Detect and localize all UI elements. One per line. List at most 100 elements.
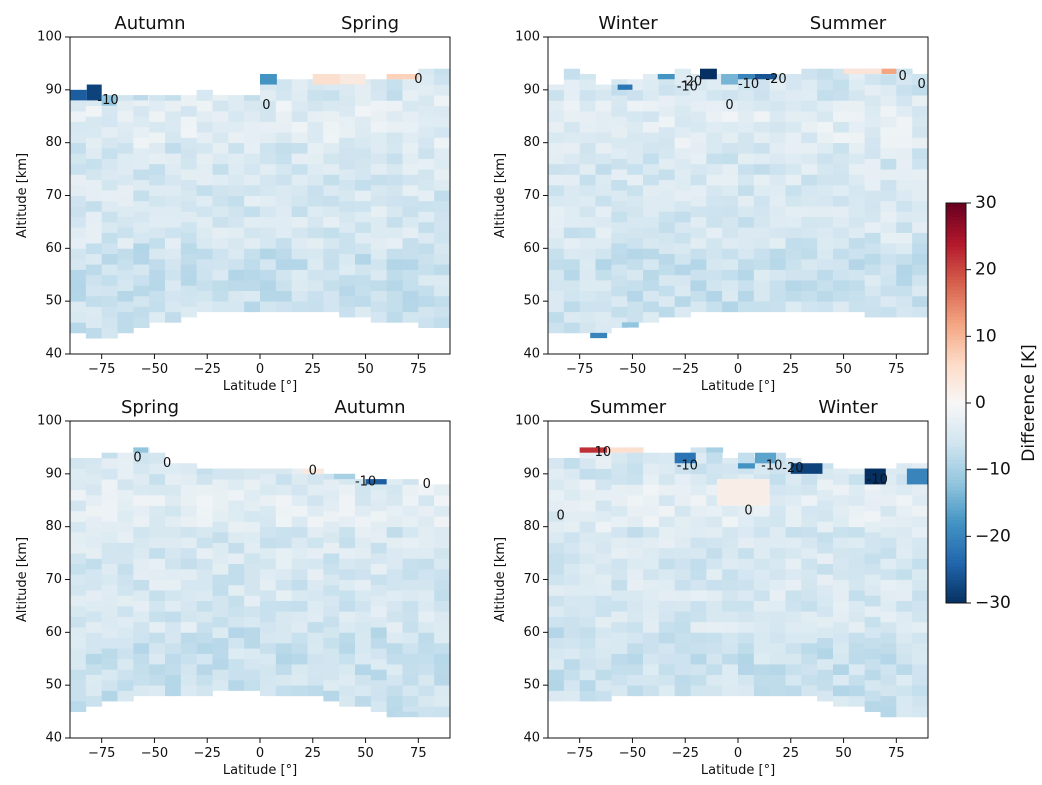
heatmap-cell [785,600,802,612]
heatmap-cell [896,642,913,654]
heatmap-cell [244,95,261,101]
heatmap-cell [658,221,676,233]
heatmap-cell [228,584,245,596]
heatmap-cell [643,121,660,133]
x-tick-label: 25 [783,362,800,377]
heatmap-cell [738,516,755,528]
heatmap-cell [563,553,581,565]
heatmap-cell [753,568,771,580]
heatmap-cell [323,605,340,617]
heatmap-cell [563,457,581,469]
x-tick-label: 0 [734,362,742,377]
heatmap-cell [133,579,150,591]
heatmap-cell [833,195,850,207]
heatmap-cell [595,457,612,469]
heatmap-strong-cell [657,73,675,80]
heatmap-cell [674,232,691,244]
heatmap-cell [864,574,881,586]
heatmap-cell [833,537,850,549]
heatmap-cell [817,227,834,239]
heatmap-cell [117,269,134,281]
heatmap-cell [785,547,802,559]
heatmap-cell [149,463,166,475]
heatmap-cell [563,206,581,218]
heatmap-cell [579,595,596,607]
heatmap-cell [434,537,450,549]
heatmap-cell [912,190,928,202]
y-tick-label: 80 [523,519,540,534]
heatmap-cell [386,664,403,675]
heatmap-cell [370,595,388,607]
heatmap-cell [579,648,596,660]
heatmap-cell [434,547,450,559]
heatmap-cell [801,600,818,612]
heatmap-cell [133,600,150,612]
heatmap-cell [722,558,739,570]
heatmap-cell [817,500,834,512]
heatmap-cell [355,685,372,697]
heatmap-cell [228,184,245,196]
heatmap-cell [370,206,388,218]
heatmap-cell [355,579,372,591]
heatmap-cell [275,558,293,570]
x-tick-label: −25 [194,362,221,377]
heatmap-cell [355,664,372,675]
heatmap-cell [912,285,928,297]
heatmap-cell [70,542,87,554]
heatmap-cell [690,473,707,485]
heatmap-cell [212,280,229,291]
heatmap-cell [848,174,866,186]
heatmap-cell [801,227,818,239]
heatmap-cell [595,89,612,101]
heatmap-cell [738,153,755,165]
heatmap-cell [880,516,897,528]
heatmap-cell [101,542,118,554]
heatmap-cell [418,484,435,496]
heatmap-cell [753,537,771,549]
x-tick-label: −75 [88,746,115,761]
heatmap-cell [643,163,660,175]
heatmap-cell [848,163,866,175]
heatmap-cell [370,163,388,175]
heatmap-strong-cell [386,73,419,80]
heatmap-cell [817,553,834,565]
heatmap-cell [244,216,261,228]
heatmap-cell [434,73,450,85]
heatmap-cell [817,669,834,681]
heatmap-cell [180,95,198,107]
heatmap-cell [402,621,419,633]
heatmap-cell [912,126,928,138]
heatmap-cell [149,632,166,644]
heatmap-cell [133,568,150,580]
heatmap-cell [212,132,229,144]
heatmap-cell [563,311,581,323]
heatmap-cell [101,605,118,617]
heatmap-cell [817,121,834,133]
heatmap-cell [706,269,723,281]
heatmap-cell [912,611,928,623]
heatmap-cell [101,521,118,533]
heatmap-cell [848,516,866,528]
heatmap-cell [228,479,245,491]
heatmap-cell [785,537,802,549]
heatmap-cell [370,269,388,281]
colorbar-segment [946,533,966,537]
heatmap-cell [753,301,771,313]
heatmap-cell [595,163,612,175]
heatmap-cell [769,269,786,281]
heatmap-cell [738,195,755,207]
heatmap-cell [880,685,897,697]
heatmap-cell [418,190,435,202]
heatmap-strong-cell [706,447,724,453]
heatmap-cell [801,537,818,549]
heatmap-cell [228,237,245,249]
heatmap-cell [848,258,866,270]
heatmap-cell [291,516,308,528]
heatmap-cell [196,526,213,538]
heatmap-strong-cell [397,711,419,717]
heatmap-cell [785,280,802,291]
heatmap-cell [690,142,707,154]
heatmap-cell [370,637,388,649]
heatmap-cell [579,121,596,133]
heatmap-cell [180,126,198,138]
